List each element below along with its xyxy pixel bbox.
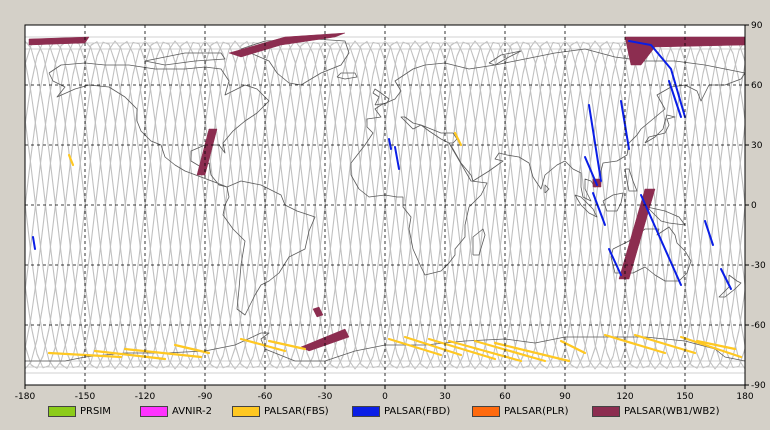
x-tick-label: 180 bbox=[736, 392, 753, 400]
orbit-track bbox=[24, 42, 746, 368]
x-tick-label: 150 bbox=[676, 392, 693, 400]
legend-label: PALSAR(WB1/WB2) bbox=[624, 405, 720, 417]
legend-label: PALSAR(PLR) bbox=[504, 405, 569, 417]
fbd-japan-coast bbox=[668, 80, 682, 118]
x-tick-label: -60 bbox=[258, 392, 273, 400]
orbit-track bbox=[24, 40, 746, 370]
y-tick-label: 90 bbox=[751, 21, 763, 31]
fbs-ant-8 bbox=[403, 335, 463, 357]
fbs-ant-11 bbox=[473, 339, 547, 363]
y-tick-label: -90 bbox=[751, 381, 766, 391]
fbd-coverage bbox=[32, 40, 732, 290]
y-tick-label: 0 bbox=[751, 201, 757, 211]
fbs-ant-6 bbox=[267, 339, 307, 351]
y-tick-label: -30 bbox=[751, 261, 766, 271]
fbd-china-1 bbox=[588, 104, 602, 182]
legend-swatch bbox=[232, 405, 260, 417]
fbd-east-asia bbox=[628, 40, 686, 118]
fbs-egypt bbox=[453, 131, 463, 147]
orbit-track bbox=[24, 41, 746, 369]
coast-philippines bbox=[624, 168, 638, 192]
coast-sri-lanka bbox=[544, 184, 550, 194]
x-tick-label: -30 bbox=[318, 392, 333, 400]
orbit-track bbox=[24, 40, 746, 370]
legend-swatch bbox=[592, 405, 620, 417]
x-tick-label: -120 bbox=[135, 392, 156, 400]
fbd-indonesia bbox=[640, 194, 682, 286]
legend: PRSIM AVNIR-2 PALSAR(FBS) PALSAR(FBD) PALSAR… bbox=[48, 403, 748, 419]
legend-item: AVNIR-2 bbox=[140, 403, 212, 419]
fbs-ant-2 bbox=[93, 349, 167, 361]
coast-sumatra bbox=[574, 194, 598, 218]
coast-africa-europe-asia bbox=[350, 48, 746, 276]
coverage-map: -180 -150 -120 -90 -60 -30 0 30 60 90 120 150 180 90 6… bbox=[15, 21, 766, 400]
orbit-track bbox=[24, 40, 746, 370]
legend-item: PALSAR(WB1/WB2) bbox=[592, 403, 720, 419]
fbs-ant-5 bbox=[239, 337, 287, 353]
fbd-nz bbox=[720, 268, 732, 290]
fbs-ant-9 bbox=[427, 337, 497, 361]
x-tick-label: -90 bbox=[198, 392, 213, 400]
x-tick-label: 30 bbox=[439, 392, 451, 400]
fbd-africa-2 bbox=[388, 138, 392, 150]
fbd-pacific bbox=[704, 220, 714, 246]
coast-new-zealand bbox=[718, 274, 742, 298]
fbs-pacific bbox=[67, 153, 75, 167]
legend-item: PALSAR(PLR) bbox=[472, 403, 568, 419]
x-tick-label: -180 bbox=[15, 392, 36, 400]
coast-madagascar bbox=[472, 228, 486, 256]
legend-label: PRSIM bbox=[80, 405, 111, 417]
orbit-track bbox=[24, 40, 746, 370]
legend-label: AVNIR-2 bbox=[172, 405, 212, 417]
fbs-ant-10 bbox=[447, 339, 523, 363]
fbd-java bbox=[608, 248, 622, 276]
coast-australia bbox=[610, 226, 692, 282]
wb-gulf-mexico bbox=[196, 128, 218, 176]
fbs-ant-4 bbox=[173, 343, 211, 355]
wb-indonesia bbox=[618, 188, 656, 280]
fbd-malaysia bbox=[592, 192, 606, 226]
fbd-china-2 bbox=[620, 100, 630, 150]
legend-swatch bbox=[472, 405, 500, 417]
axis-ticks: -180 -150 -120 -90 -60 -30 0 30 60 90 120 150 180 90 6… bbox=[15, 21, 766, 400]
legend-label: PALSAR(FBS) bbox=[264, 405, 329, 417]
fbs-ant-17 bbox=[695, 339, 737, 351]
fbs-ant-14 bbox=[603, 333, 667, 355]
x-tick-label: 120 bbox=[616, 392, 633, 400]
fbd-pacific-west bbox=[32, 236, 36, 250]
fbs-ant-16 bbox=[679, 335, 743, 359]
y-tick-label: -60 bbox=[751, 321, 766, 331]
x-tick-label: 0 bbox=[382, 392, 388, 400]
legend-item: PALSAR(FBD) bbox=[352, 403, 450, 419]
y-tick-label: 60 bbox=[751, 81, 763, 91]
x-tick-label: 60 bbox=[499, 392, 511, 400]
fbd-vietnam bbox=[584, 156, 598, 186]
wb-south-atlantic bbox=[312, 306, 324, 318]
coast-novaya-zemlya bbox=[488, 50, 522, 66]
y-tick-label: 30 bbox=[751, 141, 763, 151]
legend-label: PALSAR(FBD) bbox=[384, 405, 451, 417]
fbs-ant-12 bbox=[493, 341, 571, 363]
coast-north-america bbox=[48, 62, 270, 188]
wb-arctic-greenland bbox=[228, 32, 346, 58]
fbs-ant-3 bbox=[123, 347, 203, 359]
coast-great-britain bbox=[372, 88, 390, 106]
fbs-ant-7 bbox=[387, 337, 443, 357]
x-tick-label: 90 bbox=[559, 392, 571, 400]
fbd-africa-1 bbox=[394, 146, 400, 170]
coast-borneo bbox=[602, 192, 624, 212]
coast-arctic-islands bbox=[144, 52, 226, 66]
coast-japan bbox=[644, 114, 676, 144]
x-tick-label: -150 bbox=[75, 392, 96, 400]
legend-swatch bbox=[352, 405, 380, 417]
lat-lon-grid bbox=[25, 25, 745, 385]
legend-item: PALSAR(FBS) bbox=[232, 403, 329, 419]
legend-item: PRSIM bbox=[48, 403, 111, 419]
coast-iceland bbox=[336, 72, 358, 80]
legend-swatch bbox=[140, 405, 168, 417]
legend-swatch bbox=[48, 405, 76, 417]
